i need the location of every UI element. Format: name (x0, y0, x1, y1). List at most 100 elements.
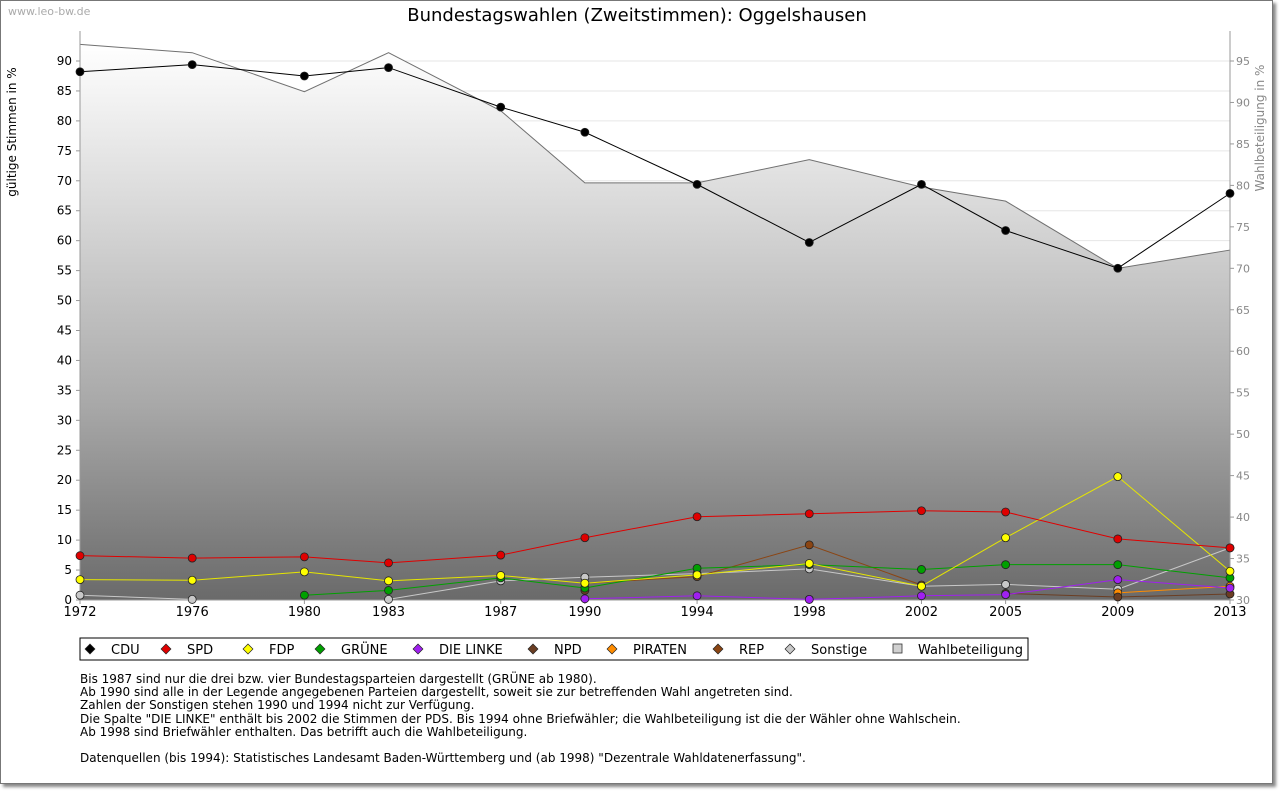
series-line (79, 64, 1231, 269)
x-tick-label: 1976 (176, 605, 209, 620)
note-line: Die Spalte "DIE LINKE" enthält bis 2002 … (80, 711, 961, 726)
data-point (299, 567, 309, 577)
data-point (1225, 566, 1235, 576)
y-tick-label: 45 (57, 324, 72, 338)
y2-tick-label: 70 (1236, 262, 1250, 275)
legend-item: CDU (84, 643, 140, 658)
series-cdu (75, 60, 1235, 273)
data-point (692, 591, 702, 601)
data-point (1001, 507, 1011, 517)
data-point (917, 179, 926, 189)
watermark: www.leo-bw.de (8, 5, 91, 18)
legend-item: REP (712, 643, 764, 658)
data-point (187, 575, 197, 585)
legend-item: DIE LINKE (412, 643, 503, 658)
legend-label: REP (739, 643, 764, 658)
y2-tick-label: 95 (1236, 55, 1250, 68)
x-tick-label: 1990 (568, 605, 601, 620)
turnout-line (79, 43, 1231, 269)
legend-label: GRÜNE (341, 641, 388, 658)
y-axis-label: gültige Stimmen in % (5, 67, 19, 196)
series-line (79, 594, 193, 600)
data-point (580, 594, 590, 604)
legend-label: Wahlbeteiligung (918, 643, 1023, 658)
series-line (79, 476, 1231, 587)
x-tick-label: 2013 (1213, 605, 1246, 620)
legend-item: Wahlbeteiligung (892, 643, 1023, 658)
y-tick-label: 50 (57, 294, 72, 308)
x-tick-label: 2002 (905, 605, 938, 620)
legend-item: Sonstige (784, 643, 867, 658)
legend-swatch (314, 643, 326, 655)
data-point (299, 552, 309, 562)
legend-swatch (712, 643, 724, 655)
legend-box (79, 637, 1029, 661)
legend-label: Sonstige (811, 643, 867, 658)
legend-label: SPD (187, 643, 213, 658)
y2-tick-label: 30 (1236, 594, 1250, 607)
x-tick-label: 1983 (372, 605, 405, 620)
data-point (299, 71, 309, 81)
legend-item: FDP (242, 643, 294, 658)
x-tick-label: 1994 (681, 605, 714, 620)
legend-swatch (784, 643, 796, 655)
data-point (1001, 533, 1011, 543)
data-point (1113, 263, 1123, 273)
legend-label: NPD (554, 643, 582, 658)
data-point (1001, 590, 1011, 600)
legend-label: PIRATEN (633, 643, 687, 658)
legend-swatch (242, 643, 254, 655)
data-point (580, 578, 590, 588)
note-line: Ab 1990 sind alle in der Legende angegeb… (80, 685, 793, 700)
data-point (1113, 534, 1123, 544)
x-tick-label: 1998 (793, 605, 826, 620)
turnout-area-fill (80, 44, 1230, 600)
y-tick-label: 25 (57, 443, 72, 457)
data-point (1225, 583, 1235, 593)
data-point (1001, 226, 1011, 235)
y-tick-label: 80 (57, 114, 72, 128)
y2-tick-label: 65 (1236, 304, 1250, 317)
data-point (1113, 592, 1123, 602)
x-tick-label: 1972 (63, 605, 96, 620)
data-point (1113, 560, 1123, 570)
x-tick-label: 1980 (288, 605, 321, 620)
data-point (1225, 188, 1235, 198)
legend-swatch (84, 643, 96, 655)
data-point (187, 595, 197, 604)
y2-tick-label: 60 (1236, 345, 1250, 358)
series-spd (75, 506, 1235, 568)
data-point (692, 512, 702, 522)
data-point (496, 550, 506, 560)
y-tick-label: 55 (57, 264, 72, 278)
legend-item: NPD (527, 643, 582, 658)
data-point (1001, 560, 1011, 570)
legend-swatch (606, 643, 618, 655)
legend-label: CDU (111, 643, 140, 658)
data-point (384, 595, 393, 604)
data-point (692, 179, 702, 189)
series-line (304, 564, 1231, 596)
data-point (187, 553, 197, 563)
data-point (804, 595, 814, 604)
data-source: Datenquellen (bis 1994): Statistisches L… (80, 751, 806, 766)
note-line: Zahlen der Sonstigen stehen 1990 und 199… (80, 698, 475, 713)
data-point (804, 540, 814, 550)
data-point (1113, 575, 1123, 585)
data-point (187, 60, 197, 69)
series-fdp (75, 472, 1235, 591)
y2-axis-label: Wahlbeteiligung in % (1253, 65, 1267, 192)
data-point (804, 559, 814, 568)
data-point (580, 127, 590, 137)
y-tick-label: 60 (57, 234, 72, 248)
data-point (75, 67, 85, 77)
y2-tick-label: 35 (1236, 553, 1250, 566)
legend-swatch (892, 643, 903, 654)
y-tick-label: 75 (57, 144, 72, 158)
y2-tick-label: 55 (1236, 387, 1250, 400)
note-line: Bis 1987 sind nur die drei bzw. vier Bun… (80, 672, 597, 686)
data-point (384, 63, 393, 72)
x-tick-label: 2005 (989, 605, 1022, 620)
y2-tick-label: 75 (1236, 221, 1250, 234)
series-line (79, 510, 1231, 564)
